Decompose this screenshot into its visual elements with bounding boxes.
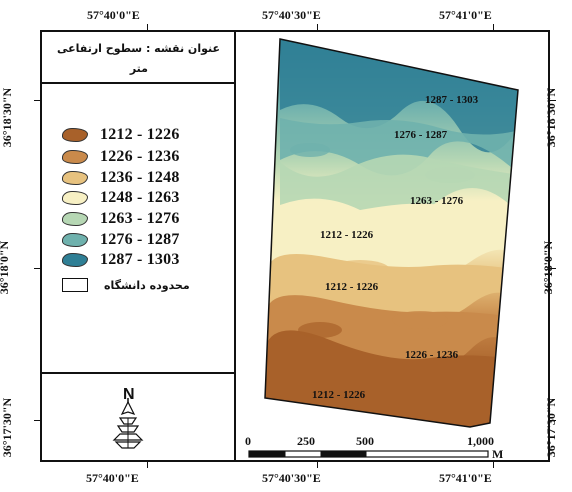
tick-left-1 xyxy=(34,100,40,101)
legend-swatch xyxy=(62,150,88,164)
legend-swatch xyxy=(62,171,88,185)
map-unit: متر xyxy=(129,62,148,75)
map-label: 1276 - 1287 xyxy=(394,129,448,141)
scale-label-0: 0 xyxy=(245,434,251,448)
coord-top-3: 57°41'0"E xyxy=(439,8,492,22)
map-label: 1212 - 1226 xyxy=(312,389,366,401)
legend-label: 1263 - 1276 xyxy=(100,210,180,227)
legend-item: 1212 - 1226 xyxy=(62,125,180,145)
scale-label-250: 250 xyxy=(297,434,315,448)
legend-label: 1248 - 1263 xyxy=(100,189,180,206)
tick-right-3 xyxy=(550,420,556,421)
tick-right-1 xyxy=(550,100,556,101)
scale-unit: M xyxy=(492,447,504,461)
tick-top-3 xyxy=(493,24,494,30)
map-title: عنوان نقشه : سطوح ارتفاعی xyxy=(57,42,220,55)
coord-bottom-1: 57°40'0"E xyxy=(86,471,139,485)
map-label: 1287 - 1303 xyxy=(425,94,479,106)
map-label: 1226 - 1236 xyxy=(405,349,459,361)
legend-label: 1287 - 1303 xyxy=(100,251,180,268)
map-label: 1212 - 1226 xyxy=(320,229,374,241)
legend-boundary-item xyxy=(62,275,88,295)
legend-swatch xyxy=(62,212,88,226)
legend-item: 1276 - 1287 xyxy=(62,230,180,250)
legend-label: 1212 - 1226 xyxy=(100,126,180,143)
map-frame xyxy=(40,30,550,462)
legend-swatch xyxy=(62,253,88,267)
legend-label: 1226 - 1236 xyxy=(100,148,180,165)
tick-top-2 xyxy=(317,24,318,30)
legend-item: 1226 - 1236 xyxy=(62,147,180,167)
legend-item: 1287 - 1303 xyxy=(62,250,180,270)
tick-left-3 xyxy=(34,420,40,421)
coord-top-2: 57°40'30"E xyxy=(262,8,321,22)
boundary-label: محدوده دانشگاه xyxy=(104,279,190,292)
legend-label: 1276 - 1287 xyxy=(100,231,180,248)
north-letter: N xyxy=(123,386,135,403)
tick-bottom-2 xyxy=(317,462,318,468)
tick-left-2 xyxy=(34,268,40,269)
coord-bottom-2: 57°40'30"E xyxy=(262,471,321,485)
tick-bottom-1 xyxy=(147,462,148,468)
map-title-box: عنوان نقشه : سطوح ارتفاعی متر xyxy=(42,32,234,84)
map-label: 1212 - 1226 xyxy=(325,281,379,293)
map-label: 1263 - 1276 xyxy=(410,195,464,207)
north-arrow-box: N xyxy=(42,372,234,460)
legend-label: 1236 - 1248 xyxy=(100,169,180,186)
legend-swatch xyxy=(62,191,88,205)
tick-top-1 xyxy=(147,24,148,30)
legend-panel xyxy=(40,30,236,462)
legend-item: 1263 - 1276 xyxy=(62,209,180,229)
tick-bottom-3 xyxy=(493,462,494,468)
north-arrow-icon: N xyxy=(112,386,144,449)
boundary-swatch xyxy=(62,278,88,292)
tick-right-2 xyxy=(550,268,556,269)
legend-item: 1236 - 1248 xyxy=(62,168,180,188)
scale-label-1000: 1,000 xyxy=(467,434,494,448)
coord-top-1: 57°40'0"E xyxy=(87,8,140,22)
legend-swatch xyxy=(62,233,88,247)
legend-swatch xyxy=(62,128,88,142)
legend-item: 1248 - 1263 xyxy=(62,188,180,208)
scale-label-500: 500 xyxy=(356,434,374,448)
coord-bottom-3: 57°41'0"E xyxy=(439,471,492,485)
